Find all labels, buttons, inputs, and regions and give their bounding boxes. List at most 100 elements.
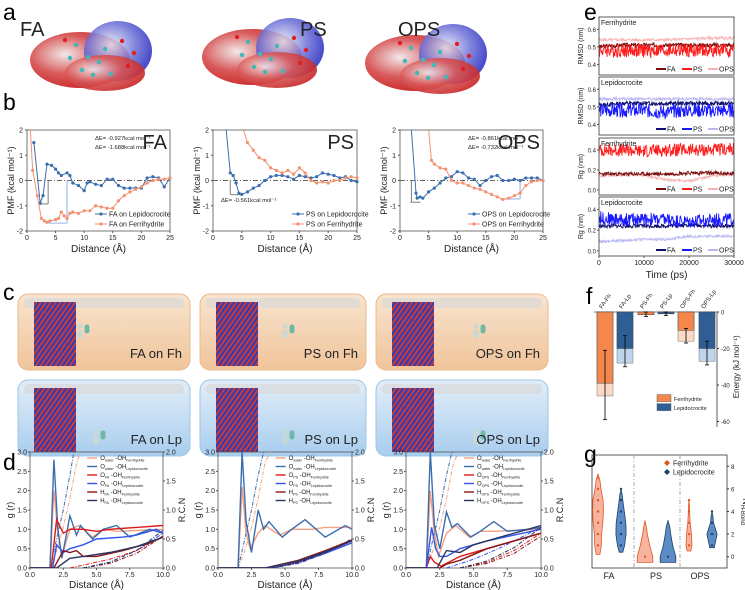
surface-lobe <box>65 55 145 91</box>
y-tick-label: -2 <box>203 229 209 236</box>
y-axis-label: Rg (nm) <box>578 214 585 239</box>
pmf-data-point <box>489 175 494 179</box>
legend-subscript: Lepidocrocite <box>502 501 523 505</box>
legend-text: O <box>477 473 482 479</box>
legend-label: OPS <box>719 127 734 134</box>
y-tick-label: 3.0 <box>17 450 27 457</box>
gr-series-line <box>406 532 541 568</box>
pmf-data-point <box>65 171 69 175</box>
legend-subscript: OPS <box>481 493 489 497</box>
mineral-slab <box>34 388 76 452</box>
atom-icon <box>454 41 460 47</box>
pmf-data-point <box>49 163 54 167</box>
pmf-data-point <box>39 216 43 220</box>
pmf-data-point <box>56 171 61 175</box>
pmf-data-point <box>478 187 482 191</box>
atom-icon <box>274 43 280 49</box>
legend-text: -OH <box>298 482 311 488</box>
pmf-data-point <box>512 194 517 198</box>
category-label: PS-Fh <box>640 293 655 310</box>
delta-e-annotation: ΔE= -0.861kcal mol⁻¹ <box>468 136 523 142</box>
pmf-data-point <box>59 210 63 214</box>
x-tick-label: 0 <box>25 235 29 242</box>
time-series-chart-2: OPS FA PS Ferrihydrite 0.0 0.2 0.4Rg (nm) <box>578 137 735 196</box>
mineral-slab <box>392 302 434 366</box>
molecule-esp-surface-ops <box>365 24 487 94</box>
molecule-icon <box>93 429 99 435</box>
y-axis-label: Energy (kJ mol⁻¹) <box>732 335 741 398</box>
legend-text: -OH <box>302 465 315 471</box>
pmf-data-point <box>297 173 301 178</box>
atom-icon <box>257 51 263 57</box>
pmf-data-point <box>245 190 250 194</box>
pmf-series-line <box>428 129 543 200</box>
y-tick-label: 0 <box>392 178 396 185</box>
legend-text: -OH <box>109 499 122 505</box>
plot-frame <box>598 16 735 76</box>
pmf-data-point <box>495 173 499 178</box>
legend-subscript: water <box>105 467 115 471</box>
gr-series-line <box>30 528 163 568</box>
legend-label: Owater -OHLepidocrocite <box>100 465 148 472</box>
y-tick-label: 1.0 <box>393 527 403 534</box>
rdf-series-group <box>218 452 352 568</box>
x-tick-label: 2.5 <box>247 572 257 579</box>
legend-label: FA <box>667 248 676 255</box>
pmf-data-point <box>484 178 488 183</box>
rcn-series-line <box>83 535 163 568</box>
pmf-data-point <box>332 173 336 178</box>
legend-label: Ferrihydrite <box>674 397 702 403</box>
legend-label: OPS -OHLepidocrocite <box>289 482 333 489</box>
panel-label-e: e <box>584 0 597 25</box>
pmf-data-point <box>355 176 359 180</box>
chart-title: Ferrihydrite <box>601 141 637 148</box>
pmf-data-point <box>467 183 471 188</box>
median-marker <box>667 555 669 558</box>
y-tick-label: 0.5 <box>588 105 597 111</box>
atom-icon <box>443 74 449 80</box>
simulation-box-2: OPS on Fh <box>375 293 549 371</box>
legend-marker <box>296 212 300 216</box>
molecule-icon <box>480 324 486 330</box>
legend-subscript: Lepidocrocite <box>503 467 524 471</box>
time-series-group <box>599 95 734 120</box>
atom-icon <box>280 68 286 74</box>
legend-label: HOPS -OHLepidocrocite <box>477 499 523 506</box>
legend-text: -OH <box>298 490 311 496</box>
atom-icon <box>408 45 414 51</box>
pmf-data-point <box>35 194 39 198</box>
x-axis-label: Distance (Å) <box>69 578 124 590</box>
pmf-data-point <box>99 183 103 188</box>
data-point <box>710 544 714 547</box>
violin-ops-lepidocrocite <box>706 511 718 549</box>
legend-marker <box>99 212 103 216</box>
pmf-data-point <box>269 175 273 179</box>
rcn-series-line <box>49 452 81 568</box>
legend-label: PS <box>693 248 703 255</box>
legend-label: FA <box>667 127 676 134</box>
legend-text: O <box>289 456 294 462</box>
data-point <box>596 532 600 536</box>
pmf-data-point <box>48 219 52 223</box>
pmf-data-point <box>326 181 330 185</box>
legend-subscript: water <box>293 459 303 463</box>
x-tick-label: 10.0 <box>156 572 170 579</box>
legend-swatch <box>656 394 672 402</box>
pmf-data-point <box>414 191 418 195</box>
y-tick-label: 0.4 <box>588 208 597 214</box>
y-tick-label: 2.5 <box>205 469 215 476</box>
pmf-data-point <box>71 181 75 185</box>
pmf-data-point <box>415 196 419 200</box>
x-axis-label: Distance (Å) <box>444 242 499 255</box>
x-tick-label: 0 <box>398 235 402 242</box>
atom-icon <box>414 70 420 76</box>
data-point <box>596 521 600 524</box>
molecule-icon <box>473 323 479 329</box>
data-point <box>687 544 691 547</box>
pmf-data-point <box>512 177 517 181</box>
x-tick-label: 5.0 <box>92 572 102 579</box>
pmf-data-point <box>105 177 109 181</box>
y-tick-label: -2 <box>17 229 23 236</box>
rcn-series-line <box>425 452 453 568</box>
y-right-axis-label: R.C.N <box>177 498 187 523</box>
